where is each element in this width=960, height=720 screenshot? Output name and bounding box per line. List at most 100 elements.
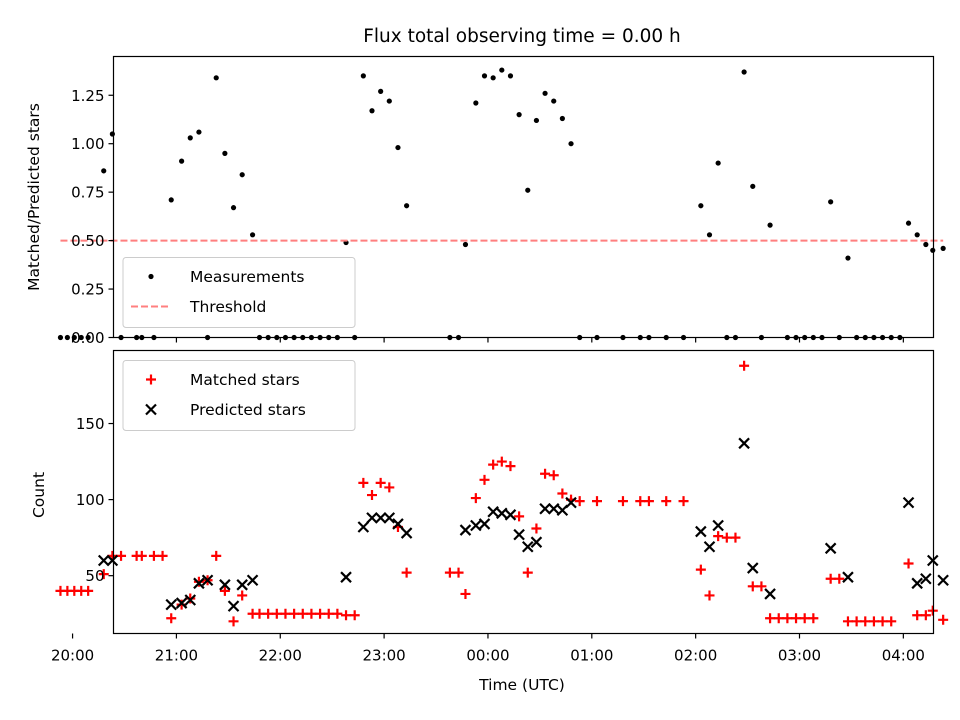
matched-stars-point-60	[661, 496, 672, 507]
measurements-point-53	[568, 141, 574, 147]
predicted-stars-point-40	[911, 577, 923, 590]
predicted-stars-point-8	[227, 600, 240, 612]
matched-stars-point-33	[349, 610, 360, 621]
measurements-point-16	[213, 75, 219, 81]
legend-swatch-predicted-stars	[145, 403, 157, 416]
matched-stars-point-79	[851, 616, 862, 627]
matched-stars-point-32	[341, 610, 352, 621]
predicted-stars-point-4	[184, 594, 197, 606]
measurements-point-77	[845, 255, 851, 261]
top-y-tick-label-2: 0.50	[71, 232, 104, 250]
matched-stars-point-84	[903, 558, 914, 569]
matched-stars-point-73	[791, 613, 802, 624]
matched-stars-point-39	[401, 567, 412, 578]
matched-stars-point-65	[721, 532, 732, 543]
x-axis-label: Time (UTC)	[478, 676, 565, 694]
top-legend-box	[122, 257, 356, 328]
matched-stars-point-59	[643, 496, 654, 507]
predicted-stars-point-19	[470, 519, 482, 532]
predicted-stars-point-36	[764, 588, 776, 600]
measurements-point-84	[905, 220, 912, 226]
predicted-stars-point-43	[926, 554, 939, 567]
top-y-tick-label-5: 1.25	[71, 87, 104, 105]
measurements-point-46	[507, 73, 514, 79]
x-tick-label-1: 21:00	[155, 647, 198, 665]
bottom-y-axis-label: Count	[30, 472, 48, 518]
predicted-stars-point-17	[400, 527, 413, 539]
top-plot-marks	[57, 67, 946, 341]
measurements-point-37	[395, 144, 401, 151]
measurements-point-4	[85, 334, 91, 341]
predicted-stars-point-23	[504, 509, 517, 521]
predicted-stars-point-7	[219, 579, 231, 591]
measurements-point-1	[64, 334, 70, 341]
matched-stars-point-49	[522, 567, 533, 578]
matched-stars-point-37	[384, 482, 395, 493]
measurements-point-50	[542, 90, 548, 96]
matched-stars-point-36	[375, 477, 386, 488]
matched-stars-point-24	[271, 608, 282, 619]
predicted-stars-point-14	[374, 512, 387, 524]
predicted-stars-point-33	[712, 519, 724, 532]
measurements-point-12	[179, 158, 185, 164]
predicted-stars-point-1	[106, 554, 119, 567]
top-y-tick-label-3: 0.75	[71, 184, 104, 202]
matched-stars-point-35	[366, 490, 377, 501]
measurements-point-51	[551, 98, 557, 104]
measurements-point-19	[239, 172, 245, 178]
measurements-point-86	[923, 241, 929, 248]
matched-stars-point-45	[488, 459, 499, 470]
matched-stars-point-17	[211, 550, 222, 561]
legend-swatch-measurements	[148, 273, 154, 280]
measurements-point-6	[109, 131, 115, 137]
matched-stars-point-66	[730, 532, 741, 543]
matched-stars-point-19	[228, 616, 239, 627]
matched-stars-point-87	[927, 605, 938, 616]
top-y-axis-label: Matched/Predicted stars	[25, 103, 43, 291]
predicted-stars-point-13	[366, 512, 378, 524]
predicted-stars-point-27	[539, 502, 551, 515]
matched-stars-point-82	[877, 616, 888, 627]
matched-stars-point-43	[470, 493, 481, 504]
measurements-point-20	[249, 232, 256, 238]
measurements-point-33	[360, 73, 366, 79]
x-tick-label-7: 03:00	[778, 647, 821, 665]
legend-label-matched-stars: Matched stars	[190, 371, 300, 389]
measurements-point-18	[230, 205, 237, 211]
bottom-plot-marks	[55, 360, 949, 627]
x-tick-label-3: 23:00	[362, 647, 405, 665]
matched-stars-point-71	[773, 613, 784, 624]
measurements-point-49	[533, 117, 540, 124]
measurements-point-34	[369, 108, 375, 114]
matched-stars-point-51	[540, 468, 551, 479]
matched-stars-point-27	[297, 608, 308, 619]
predicted-stars-point-24	[513, 528, 525, 541]
predicted-stars-point-6	[201, 574, 214, 587]
measurements-point-67	[750, 183, 756, 189]
measurements-point-13	[187, 135, 193, 141]
measurements-point-88	[940, 245, 946, 251]
legend-label-predicted-stars: Predicted stars	[190, 401, 306, 419]
measurements-point-41	[462, 241, 469, 248]
matched-stars-point-40	[444, 567, 455, 578]
matched-stars-point-5	[98, 569, 109, 580]
matched-stars-point-47	[505, 461, 516, 472]
matched-stars-point-77	[834, 573, 845, 584]
matched-stars-point-50	[531, 523, 542, 534]
matched-stars-point-63	[704, 590, 715, 601]
measurements-point-66	[741, 69, 747, 75]
top-y-tick-label-1: 0.25	[71, 281, 104, 299]
bottom-y-tick-label-0: 50	[85, 567, 104, 585]
measurements-point-45	[499, 67, 505, 73]
predicted-stars-point-31	[695, 525, 707, 538]
predicted-stars-point-20	[478, 518, 491, 530]
measurements-point-48	[525, 187, 531, 193]
predicted-stars-point-2	[165, 598, 178, 611]
x-tick-label-2: 22:00	[259, 647, 302, 665]
predicted-stars-point-18	[459, 524, 472, 536]
matched-stars-point-30	[323, 608, 334, 619]
measurements-point-11	[168, 197, 174, 203]
predicted-stars-point-35	[746, 562, 759, 574]
matched-stars-point-28	[306, 608, 317, 619]
